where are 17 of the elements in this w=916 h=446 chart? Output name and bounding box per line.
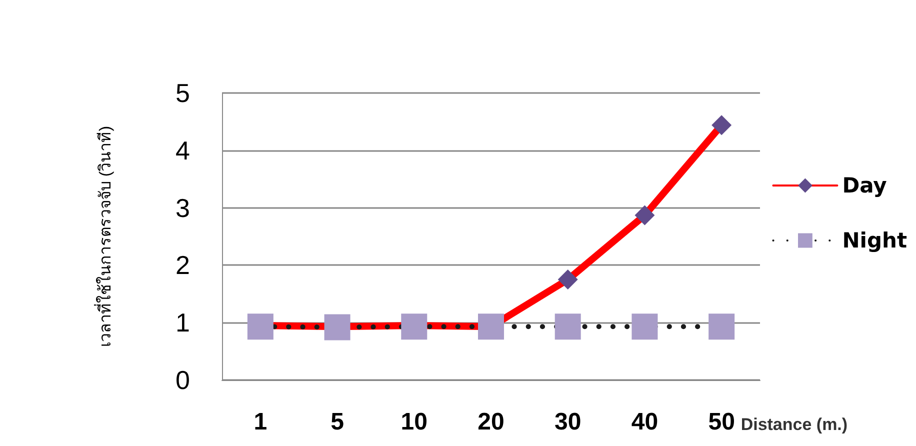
y-tick-label: 0 bbox=[176, 365, 190, 395]
x-tick-label: 10 bbox=[400, 408, 428, 436]
y-tick-label: 5 bbox=[176, 78, 190, 108]
x-tick-label: 30 bbox=[554, 408, 582, 436]
x-tick-label: 20 bbox=[478, 408, 504, 436]
y-tick-label: 1 bbox=[176, 308, 190, 338]
x-tick-label: 5 bbox=[330, 408, 344, 436]
y-axis-title: เวลาที่ใช้ในการตรวจจับ (วินาที) bbox=[94, 126, 114, 348]
x-tick-label: 50 bbox=[708, 408, 735, 436]
y-tick-label: 4 bbox=[176, 135, 190, 166]
x-tick-label: 1 bbox=[254, 408, 268, 436]
legend-label: Night bbox=[842, 228, 908, 252]
y-tick-label: 3 bbox=[176, 192, 190, 223]
legend-label: Day bbox=[842, 174, 888, 198]
x-axis-title: Distance (m.) bbox=[740, 415, 848, 434]
x-tick-label: 40 bbox=[631, 408, 658, 436]
y-tick-label: 2 bbox=[176, 250, 190, 280]
